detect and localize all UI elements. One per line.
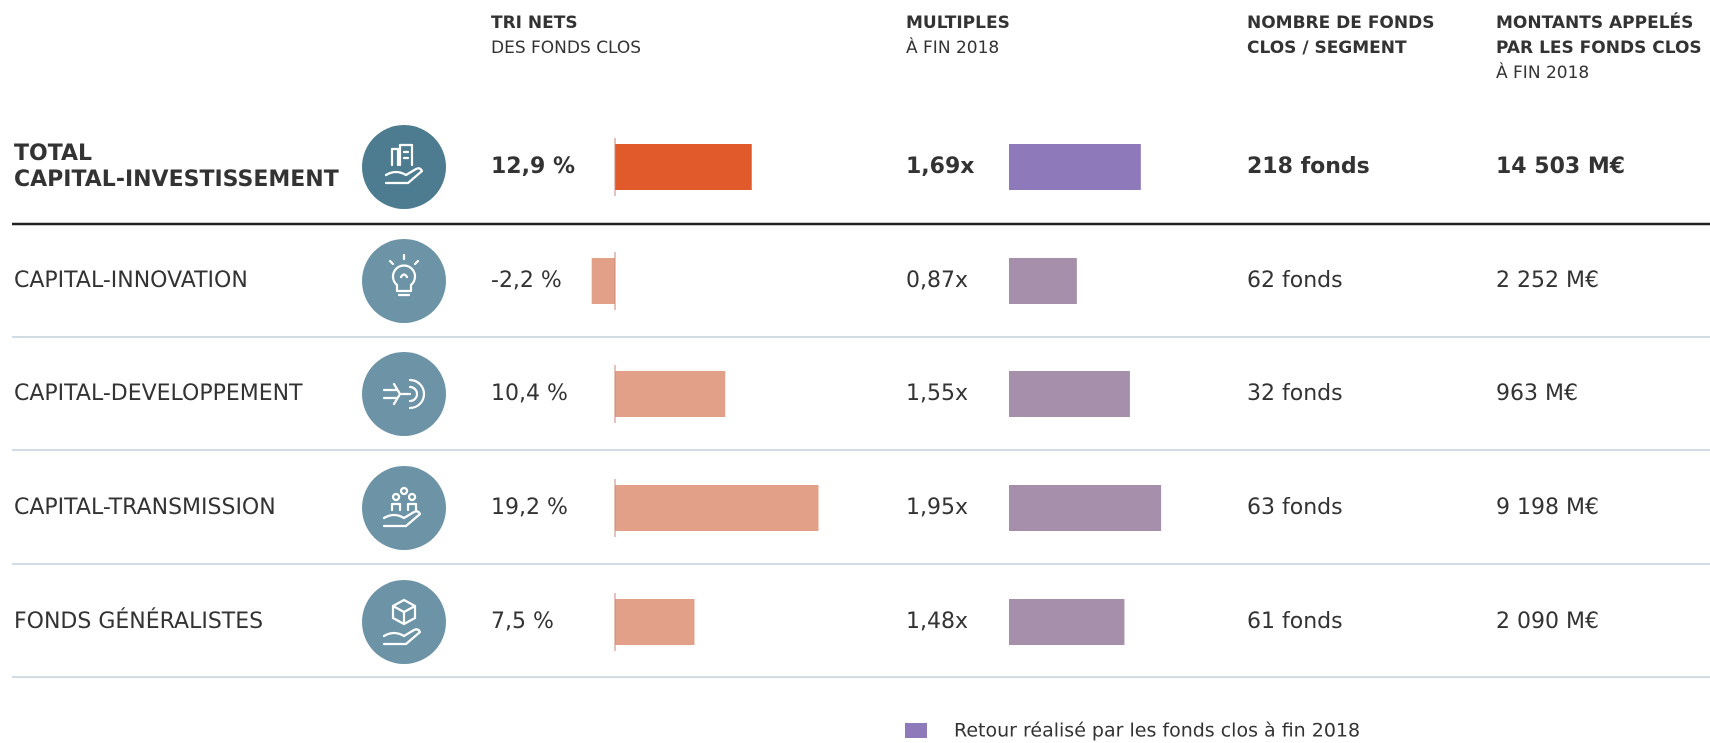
segment-icon — [362, 239, 446, 323]
multiple-value: 1,48x — [906, 609, 968, 634]
multiple-bar — [1009, 371, 1130, 417]
tri-value: 19,2 % — [491, 495, 568, 520]
tri-bar — [615, 144, 752, 190]
row-label: TOTAL — [14, 141, 92, 166]
column-header: PAR LES FONDS CLOS — [1496, 38, 1702, 58]
multiple-value: 1,95x — [906, 495, 968, 520]
multiple-value: 1,55x — [906, 381, 968, 406]
column-subheader: DES FONDS CLOS — [491, 38, 641, 58]
multiple-bar — [1009, 485, 1162, 531]
multiple-bar — [1009, 258, 1077, 304]
tri-value: -2,2 % — [491, 268, 562, 293]
segment-icon-glyph — [384, 143, 424, 185]
tri-bar — [591, 258, 615, 304]
funds-count: 32 fonds — [1247, 381, 1343, 406]
multiple-bar — [1009, 144, 1141, 190]
column-header: NOMBRE DE FONDS — [1247, 13, 1434, 33]
column-header: MULTIPLES — [906, 13, 1010, 33]
amount: 9 198 M€ — [1496, 495, 1599, 520]
segment-icon — [362, 125, 446, 209]
segment-icon — [362, 466, 446, 550]
funds-count: 61 fonds — [1247, 609, 1343, 634]
tri-bar — [615, 371, 726, 417]
amount: 2 090 M€ — [1496, 609, 1599, 634]
tri-value: 12,9 % — [491, 154, 575, 179]
amount: 14 503 M€ — [1496, 154, 1625, 179]
column-subheader: À FIN 2018 — [1496, 61, 1589, 83]
amount: 2 252 M€ — [1496, 268, 1599, 293]
funds-count: 62 fonds — [1247, 268, 1343, 293]
legend-text: Retour réalisé par les fonds clos à fin … — [954, 720, 1360, 742]
tri-value: 7,5 % — [491, 609, 554, 634]
tri-value: 10,4 % — [491, 381, 568, 406]
segment-icon-glyph — [388, 253, 420, 297]
row-label: CAPITAL-TRANSMISSION — [14, 495, 276, 520]
multiple-bar — [1009, 599, 1125, 645]
segment-icon-glyph — [382, 378, 426, 410]
segment-icon-glyph — [382, 598, 422, 646]
row-label: CAPITAL-INVESTISSEMENT — [14, 167, 339, 192]
funds-count: 63 fonds — [1247, 495, 1343, 520]
tri-bar — [615, 599, 695, 645]
tri-bar — [615, 485, 819, 531]
column-header: CLOS / SEGMENT — [1247, 38, 1407, 58]
row-label: CAPITAL-DEVELOPPEMENT — [14, 381, 303, 406]
amount: 963 M€ — [1496, 381, 1578, 406]
row-label: CAPITAL-INNOVATION — [14, 268, 248, 293]
column-header: TRI NETS — [491, 13, 578, 33]
multiple-value: 0,87x — [906, 268, 968, 293]
multiple-value: 1,69x — [906, 154, 974, 179]
segment-icon-glyph — [382, 486, 422, 528]
column-header: MONTANTS APPELÉS — [1496, 11, 1693, 33]
column-subheader: À FIN 2018 — [906, 36, 999, 58]
legend-swatch — [905, 723, 927, 738]
funds-count: 218 fonds — [1247, 154, 1370, 179]
row-label: FONDS GÉNÉRALISTES — [14, 608, 263, 634]
